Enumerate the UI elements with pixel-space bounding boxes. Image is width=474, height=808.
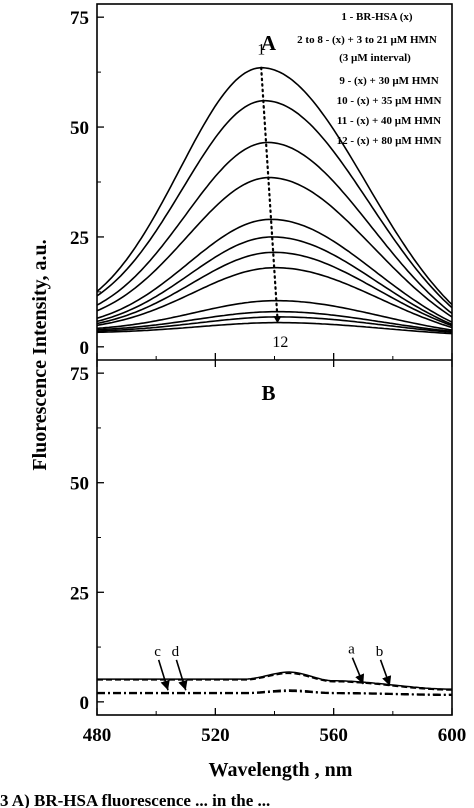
panel-label-B: B bbox=[261, 381, 275, 405]
y-tick-label-B-25: 25 bbox=[70, 583, 89, 604]
annotation-12: 12 bbox=[272, 334, 288, 351]
annotation-label-d: d bbox=[172, 644, 180, 660]
peak-shift-dotted-line bbox=[260, 66, 279, 320]
y-tick-label-A-25: 25 bbox=[70, 228, 89, 249]
series-line-B-c bbox=[97, 689, 452, 696]
annotation-label-b: b bbox=[376, 644, 384, 660]
annotation-arrow-b bbox=[379, 659, 392, 687]
x-tick-label-480: 480 bbox=[83, 725, 112, 746]
y-tick-label-B-0: 0 bbox=[80, 693, 90, 714]
series-line-B-b bbox=[97, 672, 452, 691]
annotation-1: 1 bbox=[257, 42, 265, 59]
series-line-B-d bbox=[97, 690, 452, 697]
legend-entry-2: 2 to 8 - (x) + 3 to 21 µM HMN bbox=[297, 34, 437, 46]
y-axis-title: Fluorescence Intensity, a.u. bbox=[29, 239, 51, 470]
series-line-A-5 bbox=[97, 218, 452, 323]
y-tick-label-A-75: 75 bbox=[70, 8, 89, 29]
plot-area-A bbox=[97, 66, 452, 335]
series-line-A-3 bbox=[97, 141, 452, 315]
x-tick-label-600: 600 bbox=[438, 725, 467, 746]
series-line-A-6 bbox=[97, 236, 452, 326]
annotation-label-c: c bbox=[154, 644, 161, 660]
plot-area-B bbox=[97, 671, 452, 697]
x-axis-title: Wavelength , nm bbox=[209, 759, 353, 781]
series-line-A-10 bbox=[97, 310, 452, 333]
y-tick-label-A-50: 50 bbox=[70, 118, 89, 139]
legend-entry-3: (3 µM interval) bbox=[339, 52, 411, 64]
series-line-A-9 bbox=[97, 299, 452, 331]
annotation-arrow-c bbox=[157, 659, 170, 691]
annotation-label-a: a bbox=[348, 642, 355, 658]
y-tick-label-B-50: 50 bbox=[70, 474, 89, 495]
series-line-B-a bbox=[97, 671, 452, 690]
legend-entry-1: 1 - BR-HSA (x) bbox=[341, 11, 413, 23]
legend-entry-7: 12 - (x) + 80 µM HMN bbox=[337, 135, 442, 147]
y-tick-label-B-75: 75 bbox=[70, 364, 89, 385]
legend-entry-5: 10 - (x) + 35 µM HMN bbox=[337, 95, 442, 107]
series-line-A-4 bbox=[97, 176, 452, 318]
legend-entry-4: 9 - (x) + 30 µM HMN bbox=[339, 75, 438, 87]
y-tick-label-A-0: 0 bbox=[80, 338, 90, 359]
series-line-A-2 bbox=[97, 99, 452, 309]
peak-shift-arrowhead bbox=[273, 316, 282, 324]
figure-caption-fragment: 3 A) BR-HSA fluorescence ... in the ... bbox=[0, 791, 270, 808]
x-tick-label-520: 520 bbox=[201, 725, 230, 746]
series-line-A-1 bbox=[97, 66, 452, 306]
annotation-arrow-d bbox=[175, 659, 188, 691]
annotation-arrow-a bbox=[351, 657, 365, 685]
series-line-A-12 bbox=[97, 321, 452, 335]
legend-entry-6: 11 - (x) + 40 µM HMN bbox=[337, 115, 441, 127]
x-tick-label-560: 560 bbox=[319, 725, 348, 746]
series-line-A-7 bbox=[97, 251, 452, 327]
panel-label-A: A bbox=[261, 31, 277, 55]
